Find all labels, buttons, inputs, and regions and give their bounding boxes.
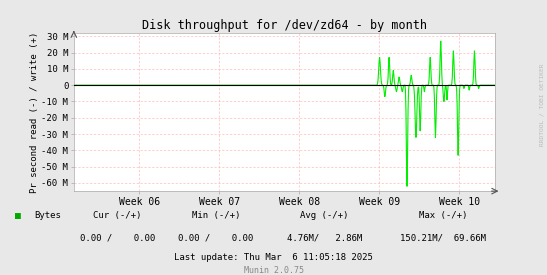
Title: Disk throughput for /dev/zd64 - by month: Disk throughput for /dev/zd64 - by month [142,19,427,32]
Text: Last update: Thu Mar  6 11:05:18 2025: Last update: Thu Mar 6 11:05:18 2025 [174,253,373,262]
Text: 4.76M/   2.86M: 4.76M/ 2.86M [287,233,362,242]
Text: Munin 2.0.75: Munin 2.0.75 [243,266,304,274]
Text: 0.00 /    0.00: 0.00 / 0.00 [178,233,254,242]
Text: 150.21M/  69.66M: 150.21M/ 69.66M [400,233,486,242]
Text: ■: ■ [15,211,21,221]
Y-axis label: Pr second read (-) / write (+): Pr second read (-) / write (+) [30,31,39,193]
Text: Bytes: Bytes [34,211,61,220]
Text: RRDTOOL / TOBI OETIKER: RRDTOOL / TOBI OETIKER [539,63,544,146]
Text: Min (-/+): Min (-/+) [192,211,240,220]
Text: Cur (-/+): Cur (-/+) [94,211,142,220]
Text: 0.00 /    0.00: 0.00 / 0.00 [80,233,155,242]
Text: Avg (-/+): Avg (-/+) [300,211,348,220]
Text: Max (-/+): Max (-/+) [419,211,467,220]
